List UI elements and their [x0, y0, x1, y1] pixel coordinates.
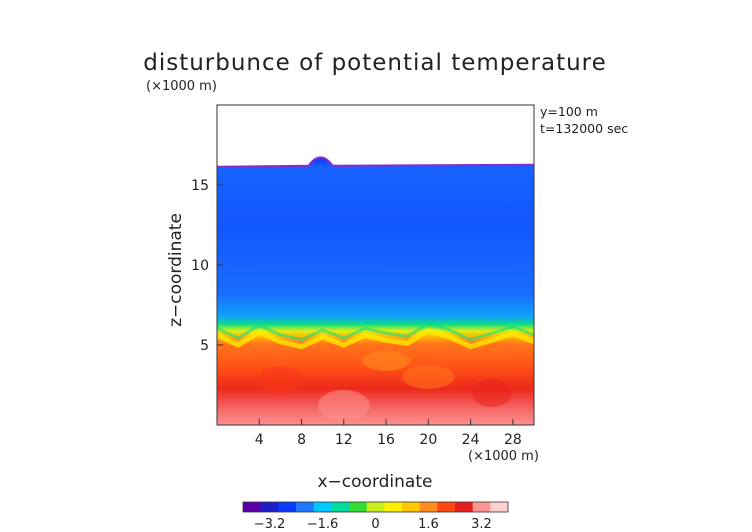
y-unit-label: (×1000 m) [146, 79, 217, 94]
colorbar-swatch [243, 502, 262, 512]
x-axis-label: x−coordinate [318, 472, 433, 492]
chart-title: disturbunce of potential temperature [143, 50, 607, 76]
annotation-t: t=132000 sec [540, 121, 628, 136]
annotation-y: y=100 m [540, 104, 598, 119]
boundary-wave [217, 327, 534, 350]
plot-area [217, 105, 534, 425]
colorbar-swatch [402, 502, 421, 512]
colorbar-swatch [366, 502, 385, 512]
x-unit-label: (×1000 m) [468, 449, 539, 464]
field-fill [217, 157, 534, 425]
x-tick-label: 8 [297, 432, 306, 448]
colorbar-swatch [296, 502, 315, 512]
colorbar-swatch [278, 502, 297, 512]
colorbar-tick-label: −3.2 [254, 517, 286, 532]
x-ticks: 4 8 12 16 20 24 28 [255, 419, 522, 448]
y-tick-label: 5 [200, 338, 209, 354]
colorbar-swatch [437, 502, 456, 512]
field-blob [471, 379, 512, 407]
x-tick-label: 20 [419, 432, 437, 448]
field-blob [258, 366, 303, 395]
y-tick-label: 15 [191, 178, 209, 194]
y-tick-label: 10 [191, 258, 209, 274]
x-tick-label: 4 [255, 432, 264, 448]
colorbar-ticks: −3.2 −1.6 0 1.6 3.2 [254, 517, 492, 532]
colorbar-swatch [419, 502, 438, 512]
field-blob [317, 389, 370, 422]
field-blobs [217, 321, 534, 422]
colorbar-tick-label: −1.6 [307, 517, 339, 532]
boundary-wave-upper [217, 321, 534, 342]
y-ticks: 5 10 15 [191, 178, 223, 354]
field-blob [402, 365, 455, 389]
colorbar-swatch [260, 502, 279, 512]
colorbar-swatch [349, 502, 368, 512]
colorbar-frame [242, 501, 509, 513]
colorbar-tick-label: 1.6 [418, 517, 439, 532]
colorbar [242, 501, 509, 513]
x-tick-label: 16 [377, 432, 395, 448]
x-tick-label: 12 [335, 432, 353, 448]
x-tick-label: 28 [504, 432, 522, 448]
colorbar-tick-label: 3.2 [471, 517, 492, 532]
field-blob [362, 351, 411, 371]
colorbar-swatch [384, 502, 403, 512]
colorbar-swatch [331, 502, 350, 512]
y-axis-label: z−coordinate [166, 213, 186, 327]
top-edge-line [217, 156, 534, 168]
colorbar-swatch [455, 502, 474, 512]
x-tick-label: 24 [462, 432, 480, 448]
colorbar-swatch [313, 502, 332, 512]
colorbar-swatch [472, 502, 491, 512]
colorbar-swatch [490, 502, 509, 512]
colorbar-tick-label: 0 [371, 517, 379, 532]
